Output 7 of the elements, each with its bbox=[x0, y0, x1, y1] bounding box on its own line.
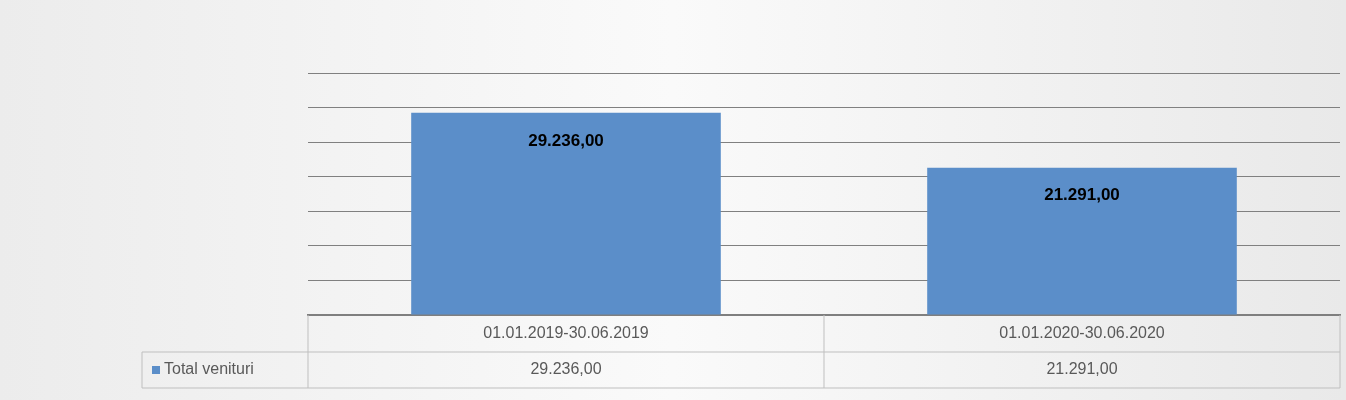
data-label: 29.236,00 bbox=[530, 360, 602, 378]
text: 29.236,00 bbox=[528, 130, 604, 150]
x-tick-label: 01.01.2020-30.06.2020 bbox=[999, 323, 1165, 341]
text: 21.291,00 bbox=[1044, 185, 1120, 205]
legend-label: Total venituri bbox=[164, 360, 254, 378]
data-label: 21.291,00 bbox=[1046, 360, 1118, 378]
x-tick-label: 01.01.2019-30.06.2019 bbox=[483, 323, 649, 341]
